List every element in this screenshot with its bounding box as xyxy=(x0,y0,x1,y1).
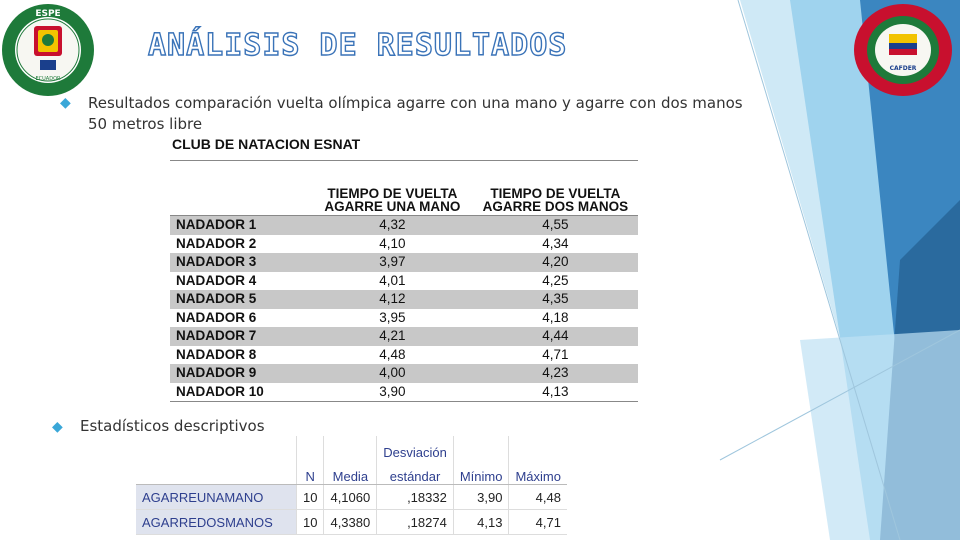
time-one-hand: 4,12 xyxy=(312,290,473,309)
max-value: 4,71 xyxy=(508,509,567,535)
swimmer-name: NADADOR 7 xyxy=(170,327,312,346)
bullet-text-stats: Estadísticos descriptivos xyxy=(80,417,265,435)
std-value: ,18274 xyxy=(376,509,454,535)
time-two-hands: 4,55 xyxy=(472,215,638,235)
time-one-hand: 4,32 xyxy=(312,215,473,235)
bullet-text-results: Resultados comparación vuelta olímpica a… xyxy=(88,94,743,133)
min-value: 4,13 xyxy=(452,509,509,535)
table-row: NADADOR 5 4,12 4,35 xyxy=(170,290,638,309)
club-table-title: CLUB DE NATACION ESNAT xyxy=(172,136,361,152)
header-n: N xyxy=(295,460,324,485)
swimmer-name: NADADOR 9 xyxy=(170,364,312,383)
slide-title: ANÁLISIS DE RESULTADOS xyxy=(147,27,568,63)
time-two-hands: 4,20 xyxy=(472,253,638,272)
time-two-hands: 4,25 xyxy=(542,272,569,288)
bullet-diamond-icon: ◆ xyxy=(60,95,71,111)
swimmer-name: NADADOR 4 xyxy=(176,272,257,288)
table-row: NADADOR 6 3,95 4,18 xyxy=(170,309,638,328)
swimmer-name: NADADOR 2 xyxy=(176,235,257,251)
max-value: 4,48 xyxy=(508,484,567,510)
header-max: Máximo xyxy=(508,460,567,485)
svg-text:CAFDER: CAFDER xyxy=(890,65,917,72)
variable-name: AGARREDOSMANOS xyxy=(136,509,297,535)
min-value: 3,90 xyxy=(452,484,509,510)
variable-name: AGARREUNAMANO xyxy=(136,484,297,510)
time-two-hands: 4,23 xyxy=(472,364,638,383)
time-two-hands: 4,34 xyxy=(542,235,569,251)
header-empty xyxy=(170,160,312,216)
table-row: AGARREUNAMANO 10 4,1060 ,18332 3,90 4,48 xyxy=(136,484,567,510)
mean-value: 4,1060 xyxy=(323,484,377,510)
swimmer-name: NADADOR 5 xyxy=(170,290,312,309)
table-row: NADADOR 4 4,01 4,25 xyxy=(170,272,638,291)
swimmer-name: NADADOR 3 xyxy=(170,253,312,272)
time-one-hand: 3,90 xyxy=(312,382,473,402)
time-two-hands: 4,44 xyxy=(472,327,638,346)
time-two-hands: 4,71 xyxy=(542,346,569,362)
table-row: NADADOR 10 3,90 4,13 xyxy=(170,382,638,402)
table-row: AGARREDOSMANOS 10 4,3380 ,18274 4,13 4,7… xyxy=(136,509,567,535)
header-two-hands: TIEMPO DE VUELTA AGARRE DOS MANOS xyxy=(472,160,638,216)
n-value: 10 xyxy=(295,509,324,535)
table-row: NADADOR 7 4,21 4,44 xyxy=(170,327,638,346)
time-two-hands: 4,18 xyxy=(542,309,569,325)
header-deviation-top: Desviación xyxy=(376,436,454,460)
time-two-hands: 4,13 xyxy=(472,382,638,402)
espe-logo: ESPE ECUADOR xyxy=(2,4,94,96)
time-one-hand: 4,10 xyxy=(379,235,406,251)
n-value: 10 xyxy=(295,484,324,510)
header-one-hand: TIEMPO DE VUELTA AGARRE UNA MANO xyxy=(312,160,473,216)
mean-value: 4,3380 xyxy=(323,509,377,535)
espe-logo-text: ESPE xyxy=(35,9,60,19)
svg-text:ECUADOR: ECUADOR xyxy=(36,76,62,82)
cafder-logo: CAFDER xyxy=(854,4,952,96)
std-value: ,18332 xyxy=(376,484,454,510)
header-mean: Media xyxy=(323,460,377,485)
table-row: NADADOR 2 4,10 4,34 xyxy=(170,235,638,254)
header-std: estándar xyxy=(376,460,454,485)
time-two-hands: 4,35 xyxy=(472,290,638,309)
swimmer-name: NADADOR 8 xyxy=(176,346,257,362)
swimmer-name: NADADOR 6 xyxy=(176,309,257,325)
club-results-table: TIEMPO DE VUELTA AGARRE UNA MANO TIEMPO … xyxy=(170,160,638,402)
table-row: NADADOR 8 4,48 4,71 xyxy=(170,346,638,365)
time-one-hand: 4,01 xyxy=(379,272,406,288)
table-row: NADADOR 1 4,32 4,55 xyxy=(170,215,638,235)
bullet-diamond-icon: ◆ xyxy=(52,419,63,435)
swimmer-name: NADADOR 1 xyxy=(170,215,312,235)
time-one-hand: 3,95 xyxy=(379,309,406,325)
time-one-hand: 4,48 xyxy=(379,346,406,362)
swimmer-name: NADADOR 10 xyxy=(170,382,312,402)
table-row: NADADOR 3 3,97 4,20 xyxy=(170,253,638,272)
time-one-hand: 4,21 xyxy=(312,327,473,346)
time-one-hand: 3,97 xyxy=(312,253,473,272)
header-min: Mínimo xyxy=(452,460,509,485)
time-one-hand: 4,00 xyxy=(312,364,473,383)
descriptive-stats-table: Desviación N Media estándar Mínimo Máxim… xyxy=(136,436,567,535)
table-row: NADADOR 9 4,00 4,23 xyxy=(170,364,638,383)
